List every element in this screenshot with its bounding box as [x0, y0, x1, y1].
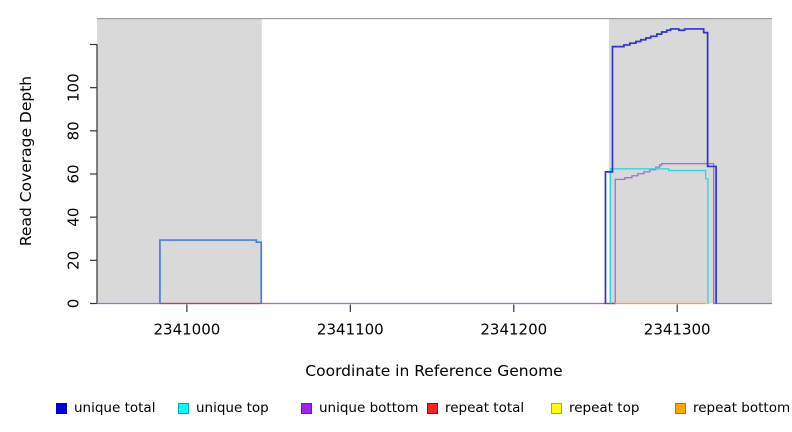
legend-label: unique total — [74, 400, 156, 416]
series-line-unique-top — [609, 168, 709, 304]
legend-label: unique top — [196, 400, 269, 416]
series-line-unique-bottom — [97, 162, 772, 305]
y-tick-label: 0 — [65, 299, 83, 309]
legend-item-unique-total: unique total — [56, 400, 156, 416]
repeat-bottom-swatch-icon — [675, 402, 686, 414]
x-axis-title: Coordinate in Reference Genome — [305, 362, 563, 380]
legend-item-repeat-top: repeat top — [551, 400, 640, 416]
unique-bottom-swatch-icon — [301, 402, 312, 414]
legend-item-unique-top: unique top — [178, 400, 269, 416]
y-tick-label: 100 — [65, 73, 83, 102]
repeat-total-swatch-icon — [427, 402, 438, 414]
repeat-top-swatch-icon — [551, 402, 562, 414]
y-tick-label: 40 — [65, 208, 83, 227]
unique-total-swatch-icon — [56, 402, 67, 414]
y-axis-title: Read Coverage Depth — [17, 75, 35, 247]
x-tick-label: 2341300 — [644, 321, 711, 339]
shaded-region — [97, 18, 262, 304]
y-tick-label: 80 — [65, 121, 83, 140]
legend-item-repeat-total: repeat total — [427, 400, 525, 416]
shaded-region — [608, 18, 772, 304]
x-tick-label: 2341200 — [480, 321, 547, 339]
legend-label: repeat total — [445, 400, 525, 416]
x-tick-label: 2341100 — [317, 321, 384, 339]
series-line-unique-total — [604, 28, 717, 304]
legend-label: repeat top — [569, 400, 640, 416]
legend-label: unique bottom — [319, 400, 419, 416]
y-tick-label: 20 — [65, 251, 83, 270]
unique-top-swatch-icon — [178, 402, 189, 414]
x-tick-label: 2341000 — [153, 321, 220, 339]
legend-label: repeat bottom — [693, 400, 791, 416]
series-line-unique-total — [159, 239, 263, 304]
y-tick-label: 60 — [65, 164, 83, 183]
legend-item-unique-bottom: unique bottom — [301, 400, 419, 416]
legend-item-repeat-bottom: repeat bottom — [675, 400, 791, 416]
